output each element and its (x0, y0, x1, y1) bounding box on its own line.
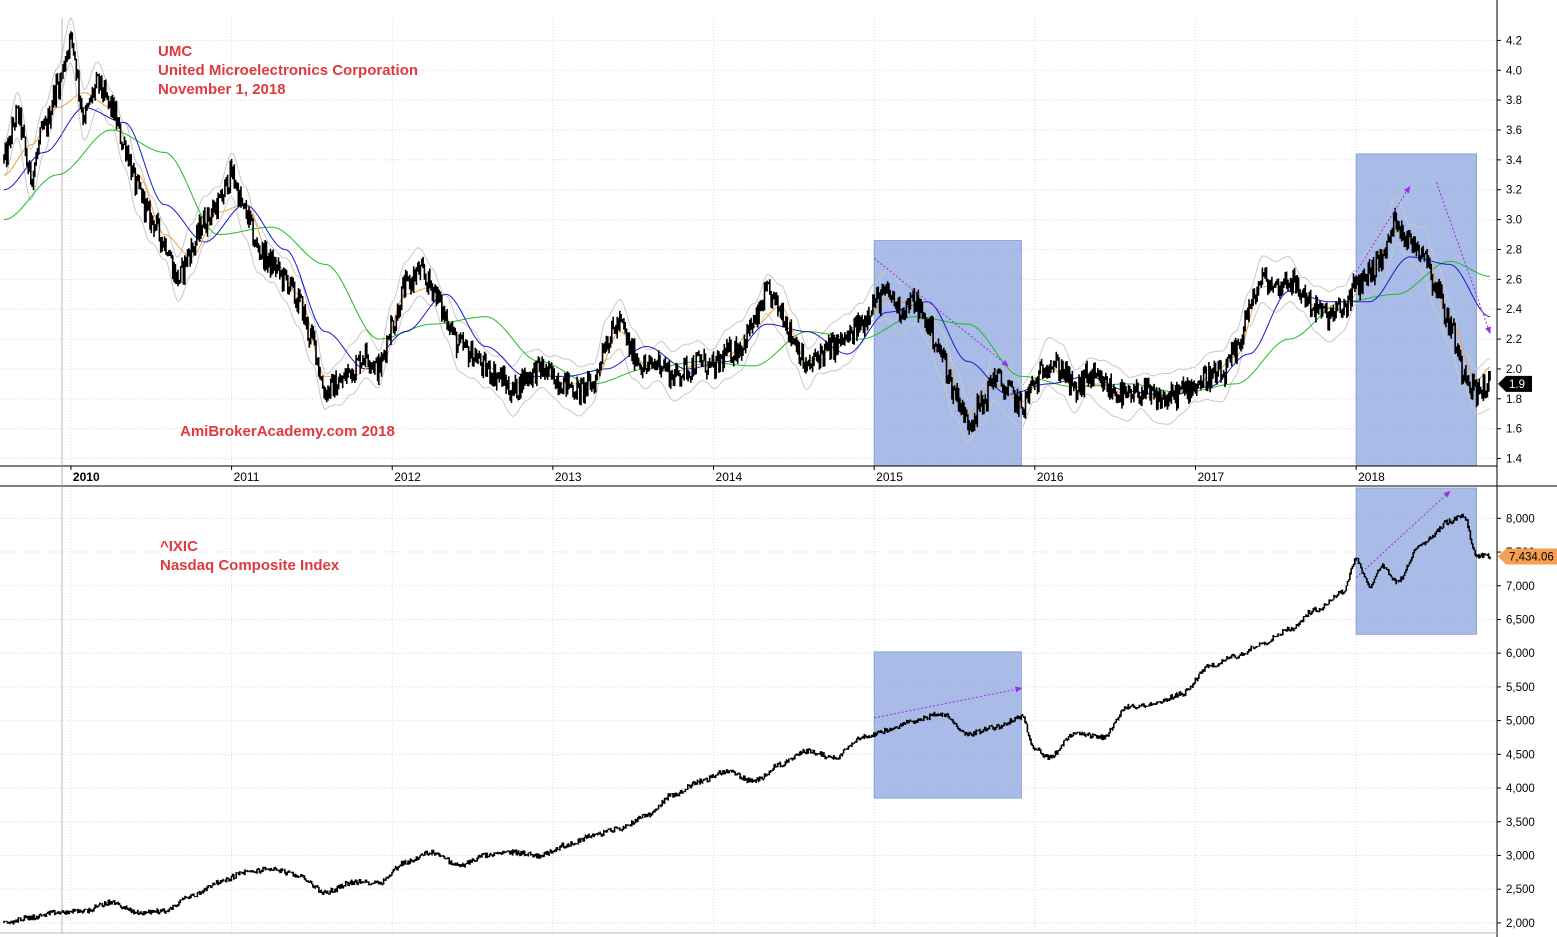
x-tick-label: 2011 (234, 470, 260, 484)
umc-company-name: United Microelectronics Corporation (158, 62, 419, 79)
ixic-ticker-label: ^IXIC (160, 538, 198, 555)
grid-layer (0, 18, 1497, 933)
y-tick-label: 5,000 (1506, 716, 1535, 728)
x-tick-label: 2012 (394, 470, 421, 484)
x-tick-label: 2018 (1358, 470, 1385, 484)
y-tick-label: 5,500 (1506, 682, 1535, 694)
last-value-badge (1498, 375, 1532, 392)
moving-average-line (3, 129, 1490, 394)
trend-arrow-layer (873, 182, 1491, 719)
y-tick-label: 2.8 (1506, 244, 1522, 256)
y-tick-label: 3.4 (1506, 155, 1523, 167)
y-tick-label: 1.8 (1506, 394, 1522, 406)
bollinger-top-line (3, 16, 1491, 401)
y-tick-label: 6,000 (1506, 648, 1535, 660)
y-tick-label: 7,000 (1506, 581, 1535, 593)
y-tick-label: 2.0 (1506, 364, 1522, 376)
y-tick-label: 2.6 (1506, 274, 1522, 286)
y-tick-label: 4.0 (1506, 65, 1522, 77)
y-tick-label: 8,000 (1506, 513, 1535, 525)
trend-arrow (874, 686, 1023, 719)
y-tick-label: 2.2 (1506, 334, 1522, 346)
trend-arrow (873, 258, 1009, 367)
x-tick-label: 2013 (555, 470, 582, 484)
last-value-label: 7,434.06 (1509, 551, 1554, 563)
x-tick-label: 2017 (1197, 470, 1224, 484)
umc-date-label: November 1, 2018 (158, 81, 286, 98)
watermark-label: AmiBrokerAcademy.com 2018 (180, 423, 395, 440)
highlight-zone (1355, 487, 1478, 635)
x-tick-label: 2015 (876, 470, 903, 484)
umc-ticker-label: UMC (158, 43, 193, 60)
y-tick-label: 4,500 (1506, 749, 1535, 761)
trend-arrow (1435, 182, 1491, 335)
y-tick-label: 6,500 (1506, 614, 1535, 626)
y-tick-label: 3.8 (1506, 95, 1522, 107)
y-tick-label: 2.4 (1506, 304, 1523, 316)
y-tick-label: 4.2 (1506, 35, 1522, 47)
series-layer (3, 16, 1491, 925)
highlight-layer (873, 153, 1478, 799)
highlight-zone (873, 240, 1022, 467)
x-tick-label: 2014 (716, 470, 743, 484)
y-tick-label: 2,000 (1506, 918, 1535, 930)
ixic-index-name: Nasdaq Composite Index (160, 557, 340, 574)
y-tick-label: 3.0 (1506, 215, 1522, 227)
trend-arrow (1355, 490, 1451, 579)
y-tick-label: 4,000 (1506, 783, 1535, 795)
y-tick-label: 3,500 (1506, 817, 1535, 829)
upper-annotation: UMC United Microelectronics Corporation … (158, 42, 418, 99)
y-tick-label: 3.2 (1506, 185, 1522, 197)
x-tick-label: 2016 (1037, 470, 1064, 484)
moving-average-line (3, 107, 1490, 397)
last-value-label: 1.9 (1509, 379, 1525, 391)
y-tick-label: 3.6 (1506, 125, 1522, 137)
trend-arrow (1355, 185, 1411, 273)
lower-annotation: ^IXIC Nasdaq Composite Index (160, 537, 339, 575)
y-tick-label: 1.4 (1506, 454, 1523, 466)
y-tick-label: 2,500 (1506, 884, 1535, 896)
bollinger-bottom-line (3, 62, 1491, 443)
x-tick-label: 2010 (73, 470, 100, 484)
y-tick-label: 3,000 (1506, 850, 1535, 862)
index-price-bars (3, 513, 1491, 925)
highlight-zone (1355, 153, 1478, 467)
y-tick-label: 1.6 (1506, 424, 1522, 436)
last-value-badge (1498, 548, 1557, 565)
price-bars (3, 31, 1491, 435)
